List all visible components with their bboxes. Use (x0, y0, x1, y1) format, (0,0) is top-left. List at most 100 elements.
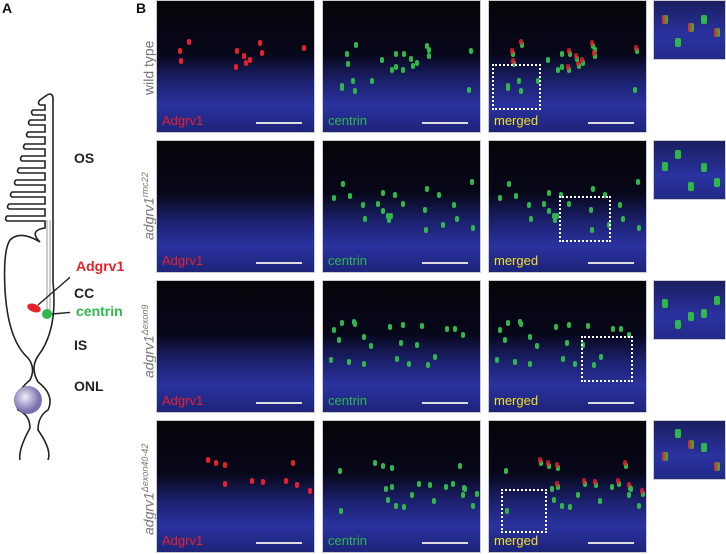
centrin-spot (511, 51, 516, 58)
centrin-spot (393, 64, 398, 71)
adgrv1-spot (260, 50, 265, 57)
adgrv1-spot (510, 48, 515, 55)
centrin-spot (589, 226, 594, 233)
centrin-spot (538, 460, 543, 467)
centrin-spot (635, 179, 640, 186)
panel-b-label: B (136, 0, 147, 16)
channel-label: merged (494, 253, 539, 268)
scale-bar (256, 402, 302, 404)
centrin-spot (370, 78, 375, 85)
centrin-spot (503, 336, 508, 343)
centrin-spot (559, 192, 564, 199)
adgrv1-spot (555, 462, 560, 468)
centrin-spot (714, 461, 720, 471)
centrin-spot (528, 360, 532, 367)
centrin-spot (398, 339, 403, 346)
centrin-spot (567, 50, 572, 57)
centrin-spot (407, 360, 412, 367)
centrin-spot (471, 225, 476, 232)
micrograph-centrin: centrin (322, 140, 481, 273)
centrin-spot (547, 208, 552, 215)
centrin-spot (505, 507, 510, 514)
centrin-spot (593, 46, 598, 53)
adgrv1-spot (627, 482, 632, 489)
micrograph-centrin: centrin (322, 0, 481, 133)
adgrv1-spot (291, 460, 296, 467)
centrin-spot (701, 15, 707, 25)
channel-label: merged (494, 533, 539, 548)
centrin-spot (452, 326, 457, 333)
centrin-spot (469, 179, 474, 186)
centrin-spot (441, 221, 446, 228)
row-label-genotype: adgrv1Δexon9 (140, 305, 157, 378)
channel-label: Adgrv1 (162, 253, 204, 268)
micrograph-centrin: centrin (322, 280, 481, 413)
cell-outline (3, 93, 54, 460)
magnified-inset (653, 0, 726, 60)
centrin-spot (363, 216, 368, 223)
centrin-spot (559, 64, 564, 71)
centrin-spot (369, 343, 374, 350)
adgrv1-spot (234, 47, 239, 54)
centrin-spot (469, 48, 474, 55)
centrin-spot (516, 77, 521, 84)
adgrv1-spot (214, 459, 219, 466)
centrin-spot (424, 185, 429, 192)
centrin-spot (637, 503, 642, 510)
centrin-spot (401, 50, 406, 57)
centrin-spot (714, 296, 720, 306)
centrin-spot (520, 41, 525, 48)
micrograph-centrin: centrin (322, 420, 481, 553)
centrin-spot (337, 336, 342, 343)
adgrv1-spot (248, 56, 253, 63)
centrin-spot (420, 323, 425, 330)
adgrv1-spot (295, 482, 300, 489)
centrin-spot (553, 324, 558, 331)
scale-bar (256, 122, 302, 124)
centrin-spot (474, 490, 479, 497)
adgrv1-spot (223, 462, 228, 468)
centrin-spot (387, 216, 392, 223)
adgrv1-spot (554, 480, 559, 487)
centrin-spot (624, 463, 629, 470)
centrin-spot (381, 208, 386, 215)
centrin-spot (688, 312, 694, 322)
centrin-spot (591, 42, 596, 49)
centrin-spot (416, 480, 421, 487)
centrin-spot (504, 468, 509, 475)
centrin-spot (389, 483, 394, 490)
centrin-spot (425, 362, 430, 369)
centrin-spot (362, 360, 366, 367)
centrin-spot (616, 481, 621, 487)
adgrv1-spot (615, 478, 620, 484)
centrin-spot (535, 343, 540, 350)
adgrv1-spot (623, 460, 628, 467)
centrin-spot (576, 63, 581, 70)
inset-region-box (501, 489, 547, 533)
centrin-spot (461, 492, 466, 499)
centrin-spot (567, 321, 572, 328)
channel-label: merged (494, 113, 539, 128)
centrin-spot (588, 206, 593, 213)
adgrv1-spot (222, 480, 227, 487)
os-label: OS (74, 150, 95, 166)
adgrv1-spot (580, 56, 585, 63)
centrin-spot (383, 485, 388, 492)
micrograph-adgrv1: Adgrv1 (156, 280, 315, 413)
centrin-spot (701, 162, 707, 172)
centrin-spot (386, 213, 391, 220)
centrin-spot (556, 465, 561, 471)
cc-label: CC (74, 285, 95, 301)
centrin-spot (688, 439, 694, 449)
genotype: adgrv1 (140, 197, 157, 240)
centrin-spot (618, 326, 623, 333)
centrin-spot (346, 358, 351, 365)
centrin-spot (415, 59, 420, 66)
scale-bar (588, 262, 634, 264)
centrin-spot (635, 48, 640, 55)
channel-label: centrin (328, 253, 368, 268)
centrin-spot (701, 309, 707, 319)
micrograph-adgrv1: Adgrv1 (156, 0, 315, 133)
centrin-spot (466, 87, 471, 94)
micrograph-merged: merged (488, 420, 647, 553)
